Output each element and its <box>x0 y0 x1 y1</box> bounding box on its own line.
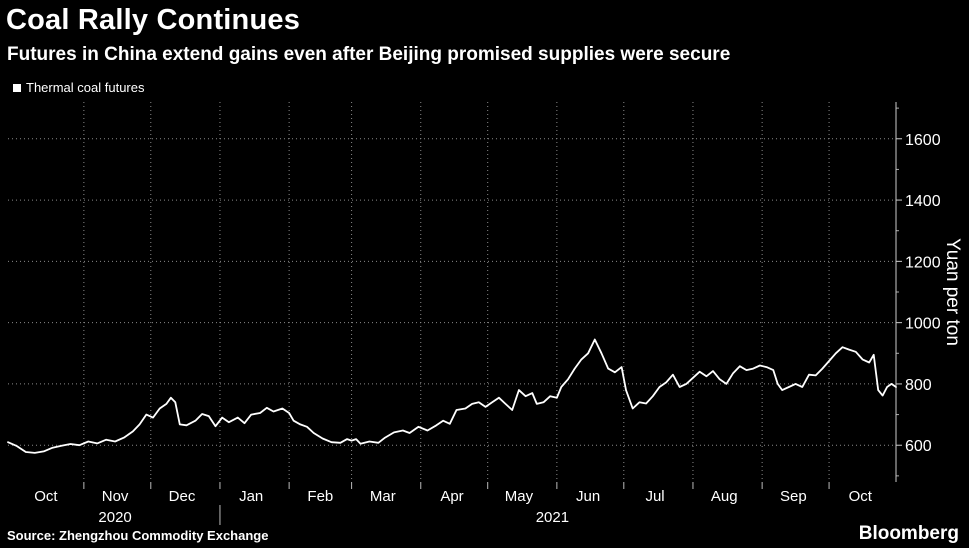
year-label: 2020 <box>98 509 131 526</box>
legend-swatch <box>13 83 21 92</box>
x-tick-label: Jul <box>645 488 664 505</box>
x-tick-label: Dec <box>169 488 196 505</box>
y-tick-label: 1000 <box>905 316 941 333</box>
year-label: 2021 <box>536 509 569 526</box>
y-tick-label: 1200 <box>905 254 941 271</box>
y-tick-label: 1400 <box>905 193 941 210</box>
x-tick-label: Aug <box>711 488 738 505</box>
x-tick-label: Nov <box>102 488 129 505</box>
x-tick-label: Jan <box>239 488 263 505</box>
bloomberg-logo: Bloomberg <box>858 523 959 544</box>
chart-subtitle: Futures in China extend gains even after… <box>7 44 731 65</box>
y-axis-title: Yuan per ton <box>942 238 963 346</box>
legend-label: Thermal coal futures <box>26 80 145 95</box>
chart-title: Coal Rally Continues <box>6 4 301 36</box>
y-tick-label: 600 <box>905 438 932 455</box>
x-tick-label: Jun <box>576 488 600 505</box>
source-note: Source: Zhengzhou Commodity Exchange <box>7 528 269 543</box>
legend: Thermal coal futures <box>13 80 145 95</box>
y-tick-label: 800 <box>905 377 932 394</box>
chart-frame: Coal Rally Continues Futures in China ex… <box>0 0 969 548</box>
x-tick-label: Sep <box>780 488 807 505</box>
x-tick-label: Mar <box>370 488 396 505</box>
series-line <box>7 338 897 454</box>
x-tick-label: Oct <box>849 488 873 505</box>
x-tick-label: Oct <box>34 488 58 505</box>
x-tick-label: Apr <box>440 488 463 505</box>
x-tick-label: May <box>505 488 534 505</box>
line-chart: 600 800 1000 1200 1400 1600 Yuan per ton Oct Nov… <box>7 102 963 526</box>
x-tick-label: Feb <box>307 488 333 505</box>
y-tick-label: 1600 <box>905 132 941 149</box>
